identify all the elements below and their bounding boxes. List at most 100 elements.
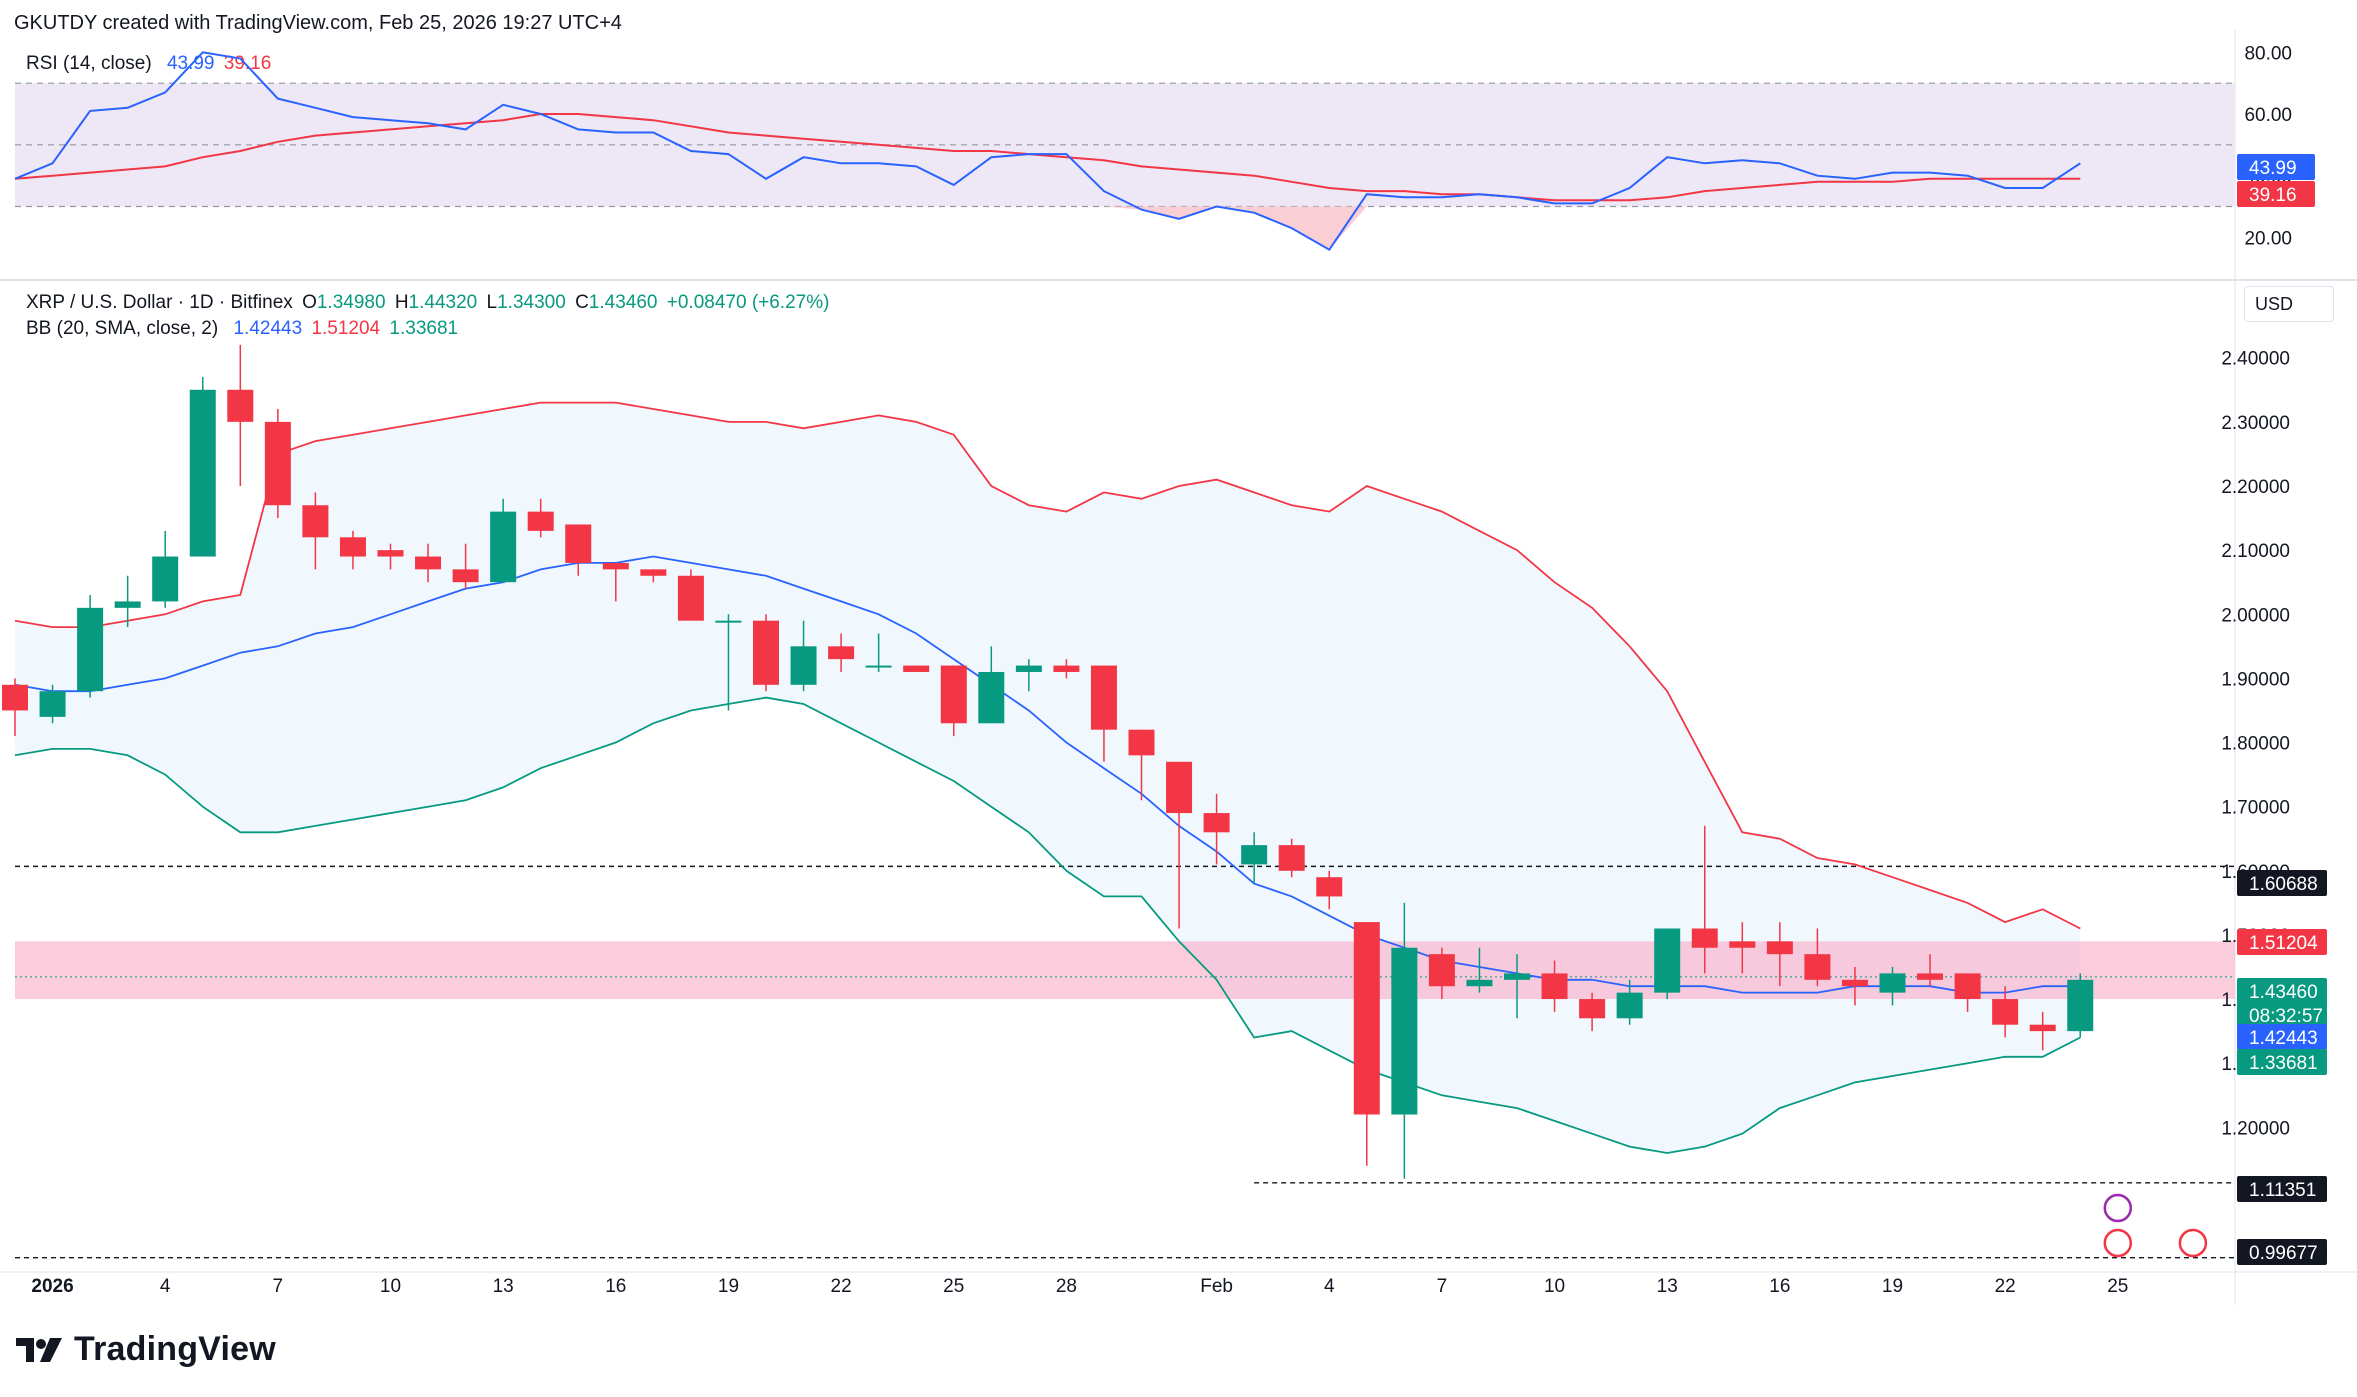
event-marker-icon: [2103, 1193, 2133, 1223]
bb-legend-name: BB (20, SMA, close, 2): [26, 318, 219, 339]
time-x-tick-label: 22: [1995, 1276, 2016, 1297]
candle-down: [1729, 941, 1756, 948]
chart-canvas[interactable]: 20.0040.0060.0080.0043.9939.161.200001.3…: [0, 0, 2357, 1320]
time-x-tick-label: 4: [1324, 1276, 1335, 1297]
rsi-legend-value: 43.99: [166, 53, 215, 74]
close-label: C: [575, 292, 589, 313]
candle-down: [377, 550, 404, 557]
time-x-tick-label: 22: [831, 1276, 852, 1297]
candle-up: [1015, 665, 1042, 672]
currency-label: USD: [2255, 293, 2294, 314]
price-tag-label: 1.43460: [2249, 982, 2318, 1003]
price-y-tick-label: 1.80000: [2221, 734, 2290, 755]
price-legend: XRP / U.S. Dollar · 1D · Bitfinex O1.349…: [26, 292, 833, 314]
candle-down: [1541, 973, 1568, 1000]
candle-down: [1053, 665, 1080, 672]
candle-up: [39, 691, 66, 717]
low-label: L: [486, 292, 498, 313]
rsi-legend-name: RSI (14, close): [26, 53, 152, 74]
symbol-title: XRP / U.S. Dollar · 1D · Bitfinex: [26, 292, 293, 313]
rsi-y-tick-label: 20.00: [2244, 228, 2292, 249]
candle-up: [978, 671, 1005, 724]
price-tag-green: [2237, 978, 2327, 1004]
candle-down: [565, 524, 592, 563]
candle-down: [1128, 729, 1155, 756]
candle-down: [1841, 979, 1868, 987]
price-tag-label: 08:32:57: [2249, 1006, 2323, 1027]
candle-down: [1090, 665, 1117, 730]
candle-up: [77, 607, 104, 692]
time-x-tick-label: 19: [718, 1276, 739, 1297]
candle-up: [152, 556, 179, 602]
price-y-tick-label: 1.20000: [2221, 1118, 2290, 1139]
bb-lower-line: [14, 696, 2081, 1154]
candle-down: [264, 421, 291, 506]
price-tag-label: 0.99677: [2249, 1243, 2318, 1264]
rsi-value-tag: [2237, 154, 2315, 180]
bb-basis-line: [14, 555, 2081, 994]
time-x-tick-label: 25: [2107, 1276, 2128, 1297]
candle-down: [1691, 928, 1718, 948]
candle-up: [490, 511, 517, 583]
price-tag-red: [2237, 929, 2327, 955]
low-value: 1.34300: [497, 292, 566, 313]
time-x-tick-label: 2026: [31, 1276, 73, 1297]
rsi-oversold-fill: [1103, 206, 1367, 250]
tradingview-brand[interactable]: TradingView: [16, 1330, 276, 1369]
candle-up: [189, 389, 216, 557]
rsi-line: [14, 51, 2081, 252]
candle-down: [1917, 973, 1944, 980]
time-x-tick-label: 7: [273, 1276, 284, 1297]
price-tag-label: 1.11351: [2249, 1180, 2316, 1201]
candle-up: [1879, 973, 1906, 993]
price-tag-label: 1.60688: [2249, 874, 2318, 895]
candle-down: [1166, 761, 1193, 814]
time-x-tick-label: 10: [380, 1276, 401, 1297]
candle-down: [452, 569, 479, 583]
price-y-tick-label: 2.40000: [2221, 349, 2290, 370]
candle-up: [1466, 979, 1493, 987]
candle-down: [415, 556, 442, 570]
currency-selector[interactable]: USD: [2244, 286, 2334, 322]
time-x-tick-label: 16: [605, 1276, 626, 1297]
open-value: 1.34980: [316, 292, 386, 313]
candle-down: [1992, 999, 2019, 1025]
candle-down: [227, 389, 254, 422]
price-tag-label: 1.42443: [2249, 1028, 2318, 1049]
candle-up: [2067, 979, 2094, 1032]
candle-up: [865, 665, 892, 668]
rsi-ma-line: [14, 113, 2081, 202]
price-y-tick-label: 2.10000: [2221, 541, 2290, 562]
candle-down: [1316, 877, 1343, 897]
support-zone: [15, 941, 2235, 1000]
candle-up: [1504, 973, 1530, 980]
rsi-y-tick-label: 60.00: [2244, 105, 2292, 126]
candle-down: [828, 646, 855, 660]
candle-down: [753, 620, 779, 685]
candle-down: [339, 537, 366, 557]
high-label: H: [394, 292, 409, 313]
price-y-tick-label: 2.30000: [2221, 413, 2290, 434]
price-tag-label: 1.51204: [2249, 933, 2318, 954]
candle-down: [1353, 922, 1380, 1115]
price-y-tick-label: 2.00000: [2221, 605, 2290, 626]
candle-down: [1766, 941, 1793, 955]
rsi-ma-value-tag: [2237, 181, 2315, 207]
candle-down: [1428, 954, 1455, 987]
header-attribution: GKUTDY created with TradingView.com, Feb…: [14, 12, 622, 34]
flag-event-icon: [2178, 1228, 2208, 1258]
candle-down: [903, 665, 930, 672]
candle-up: [114, 601, 141, 608]
price-y-tick-label: 2.20000: [2221, 477, 2290, 498]
time-x-tick-label: Feb: [1200, 1276, 1233, 1297]
candle-down: [302, 505, 329, 538]
candle-down: [1203, 813, 1230, 833]
price-tag-dark: [2237, 1239, 2327, 1265]
price-y-tick-label: 1.70000: [2221, 798, 2290, 819]
price-tag-blue: [2237, 1024, 2327, 1050]
candle-down: [1278, 845, 1305, 871]
candle-down: [677, 575, 704, 621]
rsi-value-tag-label: 43.99: [2249, 158, 2297, 179]
price-tag-green: [2237, 1002, 2327, 1028]
price-tag-dark: [2237, 1176, 2327, 1202]
